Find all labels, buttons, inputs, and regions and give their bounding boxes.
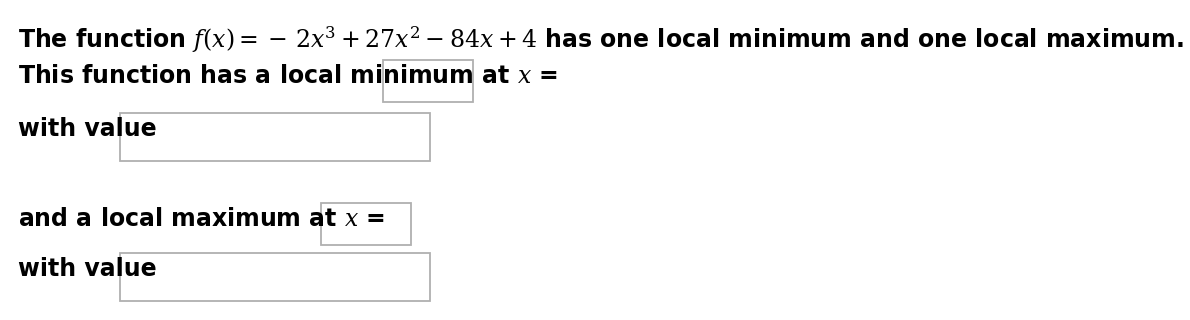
Text: with value: with value [18,117,157,141]
FancyBboxPatch shape [120,253,430,301]
FancyBboxPatch shape [120,113,430,161]
Text: The function $f(x) = -\,2x^3 + 27x^2 - 84x + 4$ has one local minimum and one lo: The function $f(x) = -\,2x^3 + 27x^2 - 8… [18,24,1184,55]
Text: with value: with value [18,257,157,281]
FancyBboxPatch shape [321,203,411,245]
Text: This function has a local minimum at $x$ =: This function has a local minimum at $x$… [18,64,558,88]
FancyBboxPatch shape [383,60,472,102]
Text: and a local maximum at $x$ =: and a local maximum at $x$ = [18,207,386,231]
